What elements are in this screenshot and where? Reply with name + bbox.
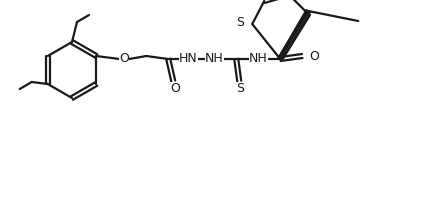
Text: HN: HN [179, 52, 197, 66]
Text: S: S [236, 16, 244, 28]
Text: O: O [170, 82, 180, 94]
Text: S: S [236, 82, 244, 94]
Text: NH: NH [249, 52, 268, 66]
Text: O: O [309, 50, 319, 62]
Text: O: O [120, 52, 129, 66]
Text: NH: NH [205, 52, 223, 66]
